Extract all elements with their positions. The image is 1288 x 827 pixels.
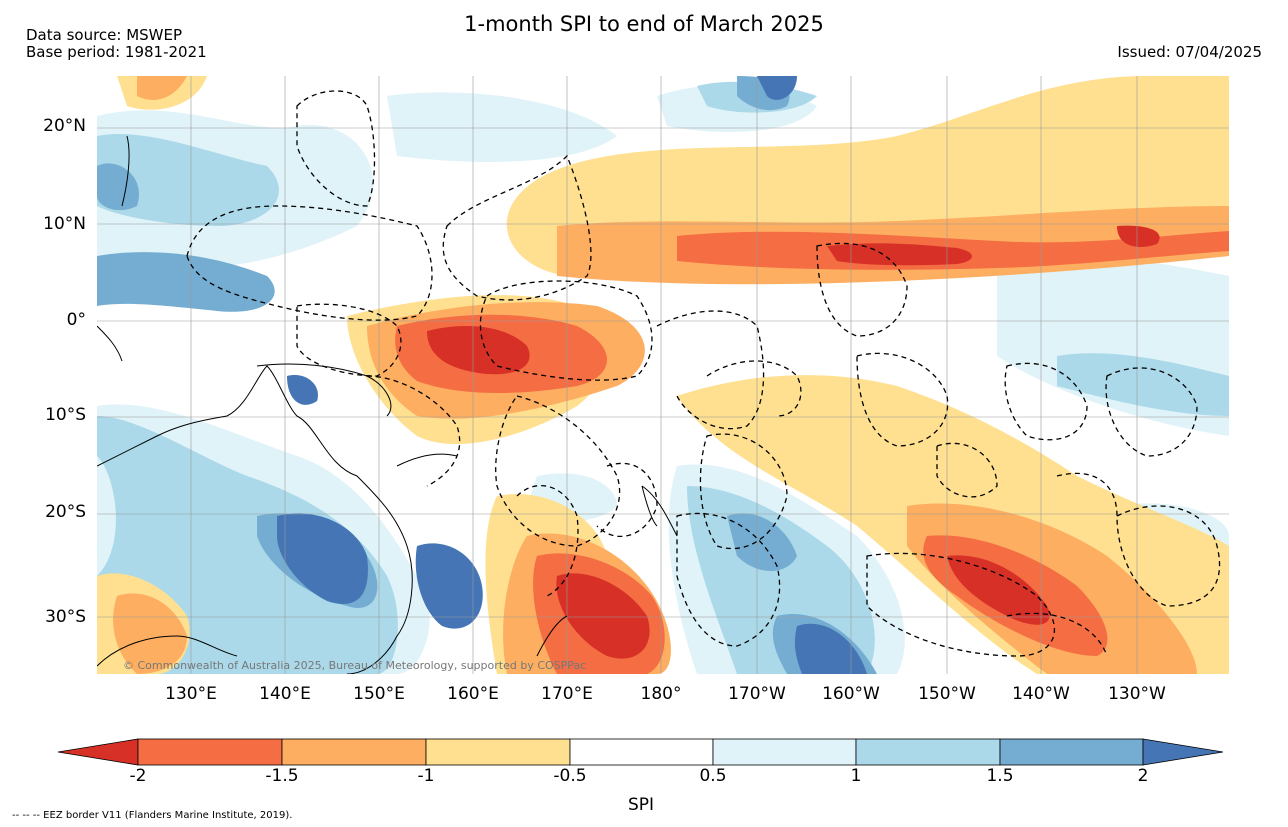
legend-swatch — [712, 738, 857, 766]
lon-label: 170°W — [728, 684, 786, 704]
legend-tick: -2 — [129, 766, 147, 786]
eez-footnote: -- -- -- EEZ border V11 (Flanders Marine… — [12, 810, 293, 821]
lon-label: 150°E — [353, 684, 405, 704]
issued-date: Issued: 07/04/2025 — [1117, 43, 1262, 61]
spi-field — [97, 76, 1229, 674]
lon-label: 130°W — [1108, 684, 1166, 704]
lon-label: 140°W — [1012, 684, 1070, 704]
spi-dry-extreme — [427, 225, 1160, 659]
lat-label: 30°S — [45, 607, 86, 627]
legend-swatch — [855, 738, 1001, 766]
copyright-note: © Commonwealth of Australia 2025, Bureau… — [123, 659, 587, 672]
lon-label: 160°W — [822, 684, 880, 704]
legend-tick: -1.5 — [265, 766, 299, 786]
lat-label: 20°N — [43, 116, 86, 136]
legend-tick: 1 — [850, 766, 862, 786]
data-source: Data source: MSWEP — [26, 26, 183, 44]
spi-wet-extreme — [277, 76, 867, 674]
lat-label: 10°S — [45, 405, 86, 425]
graticule — [97, 76, 1229, 674]
legend-label: SPI — [627, 795, 655, 815]
legend-arrow-low — [57, 738, 139, 766]
legend-swatch — [137, 738, 283, 766]
color-legend — [57, 738, 1224, 766]
legend-swatch — [425, 738, 571, 766]
lon-label: 170°E — [541, 684, 593, 704]
legend-tick: 2 — [1137, 766, 1149, 786]
lon-label: 180° — [640, 684, 682, 704]
spi-map — [97, 76, 1229, 674]
legend-swatch — [281, 738, 427, 766]
legend-swatch — [999, 738, 1144, 766]
map-title: 1-month SPI to end of March 2025 — [464, 12, 824, 36]
legend-tick: 1.5 — [986, 766, 1014, 786]
legend-arrow-high — [1142, 738, 1224, 766]
lon-label: 150°W — [918, 684, 976, 704]
lon-label: 130°E — [165, 684, 217, 704]
legend-tick: -0.5 — [553, 766, 587, 786]
legend-swatch — [569, 738, 714, 766]
lat-label: 20°S — [45, 502, 86, 522]
legend-tick: 0.5 — [699, 766, 727, 786]
coastlines — [97, 135, 678, 674]
lat-label: 0° — [66, 310, 86, 330]
base-period: Base period: 1981-2021 — [26, 43, 207, 61]
eez-borders — [186, 90, 1221, 657]
legend-tick: -1 — [417, 766, 435, 786]
lat-label: 10°N — [43, 214, 86, 234]
lon-label: 160°E — [447, 684, 499, 704]
lon-label: 140°E — [259, 684, 311, 704]
